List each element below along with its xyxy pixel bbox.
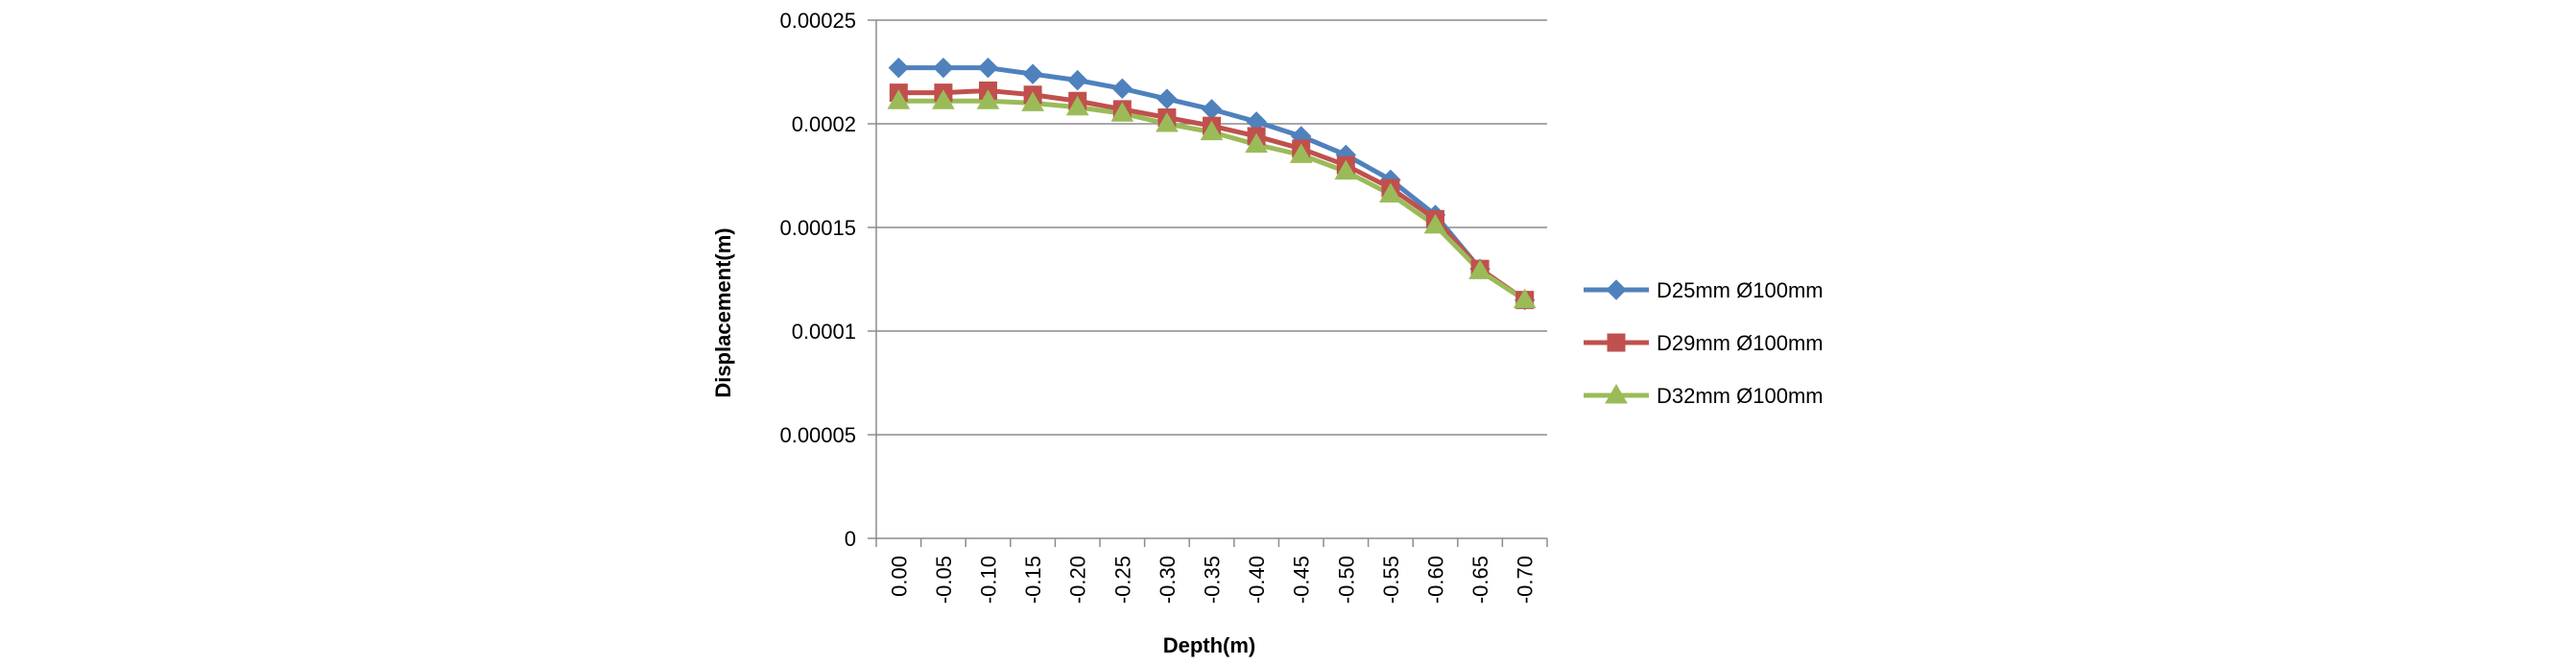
x-axis-title: Depth(m) <box>1163 633 1256 657</box>
data-point-series-1 <box>933 57 954 79</box>
x-tick-label: -0.65 <box>1468 556 1492 604</box>
data-point-series-3 <box>1021 91 1044 111</box>
x-tick-label: 0.00 <box>887 556 911 597</box>
legend-item: D25mm Ø100mm <box>1584 278 1824 302</box>
y-tick-label: 0.0001 <box>792 320 856 344</box>
x-tick-labels: 0.00 -0.05 -0.10 -0.15 -0.20 -0.25 -0.30 -0.35-… <box>887 556 1537 604</box>
data-point-series-1 <box>1022 63 1043 84</box>
x-tick-label: -0.05 <box>932 556 956 604</box>
y-axis-title: Displacement(m) <box>711 227 735 397</box>
legend-item: D32mm Ø100mm <box>1584 384 1824 408</box>
y-tick-label: 0.00005 <box>779 423 856 447</box>
x-tick-label: -0.30 <box>1156 556 1180 604</box>
x-tick-label: -0.25 <box>1110 556 1134 604</box>
data-point-series-3 <box>1379 182 1402 202</box>
legend-label: D25mm Ø100mm <box>1657 278 1824 302</box>
data-point-series-3 <box>1065 95 1089 116</box>
x-tick-label: -0.70 <box>1514 556 1538 604</box>
y-tick-label: 0.00025 <box>779 9 856 33</box>
data-point-series-3 <box>932 89 955 109</box>
legend-item: D29mm Ø100mm <box>1584 331 1824 355</box>
data-point-series-1 <box>1201 99 1223 120</box>
legend-label: D32mm Ø100mm <box>1657 384 1824 408</box>
data-point-series-3 <box>1110 102 1134 122</box>
data-point-series-3 <box>1334 159 1358 180</box>
legend-label: D29mm Ø100mm <box>1657 331 1824 355</box>
data-point-series-1 <box>888 57 910 79</box>
y-tick-label: 0 <box>845 527 856 551</box>
x-tick-label: -0.20 <box>1066 556 1090 604</box>
x-tick-label: -0.55 <box>1379 556 1403 604</box>
series-markers <box>887 57 1537 311</box>
axes <box>868 19 1548 547</box>
y-tick-label: 0.00015 <box>779 216 856 240</box>
data-point-series-3 <box>1156 112 1179 132</box>
data-point-series-1 <box>977 57 999 79</box>
legend-marker <box>1607 333 1626 352</box>
x-tick-label: -0.50 <box>1334 556 1358 604</box>
data-point-series-3 <box>1423 213 1447 234</box>
data-point-series-1 <box>1157 88 1178 109</box>
data-point-series-1 <box>1111 78 1133 99</box>
data-point-series-3 <box>1245 132 1268 154</box>
legend-marker <box>1606 279 1627 300</box>
gridlines <box>876 19 1547 436</box>
y-tick-labels: 0 0.00005 0.0001 0.00015 0.0002 0.00025 <box>779 9 856 551</box>
data-point-series-3 <box>1200 120 1224 141</box>
data-point-series-3 <box>976 89 1000 109</box>
data-point-series-3 <box>1289 143 1313 163</box>
legend-marker <box>1605 384 1628 404</box>
data-point-series-3 <box>1513 288 1537 309</box>
data-point-series-3 <box>1468 259 1491 279</box>
x-tick-label: -0.40 <box>1245 556 1269 604</box>
data-point-series-1 <box>1066 69 1088 91</box>
data-point-series-3 <box>887 89 911 109</box>
x-tick-label: -0.15 <box>1021 556 1045 604</box>
x-tick-label: -0.60 <box>1424 556 1448 604</box>
legend: D25mm Ø100mm D29mm Ø100mm D32mm Ø100mm <box>1584 278 1824 408</box>
x-tick-label: -0.35 <box>1201 556 1225 604</box>
x-tick-label: -0.10 <box>977 556 1001 604</box>
y-tick-label: 0.0002 <box>792 112 856 136</box>
x-tick-label: -0.45 <box>1290 556 1314 604</box>
